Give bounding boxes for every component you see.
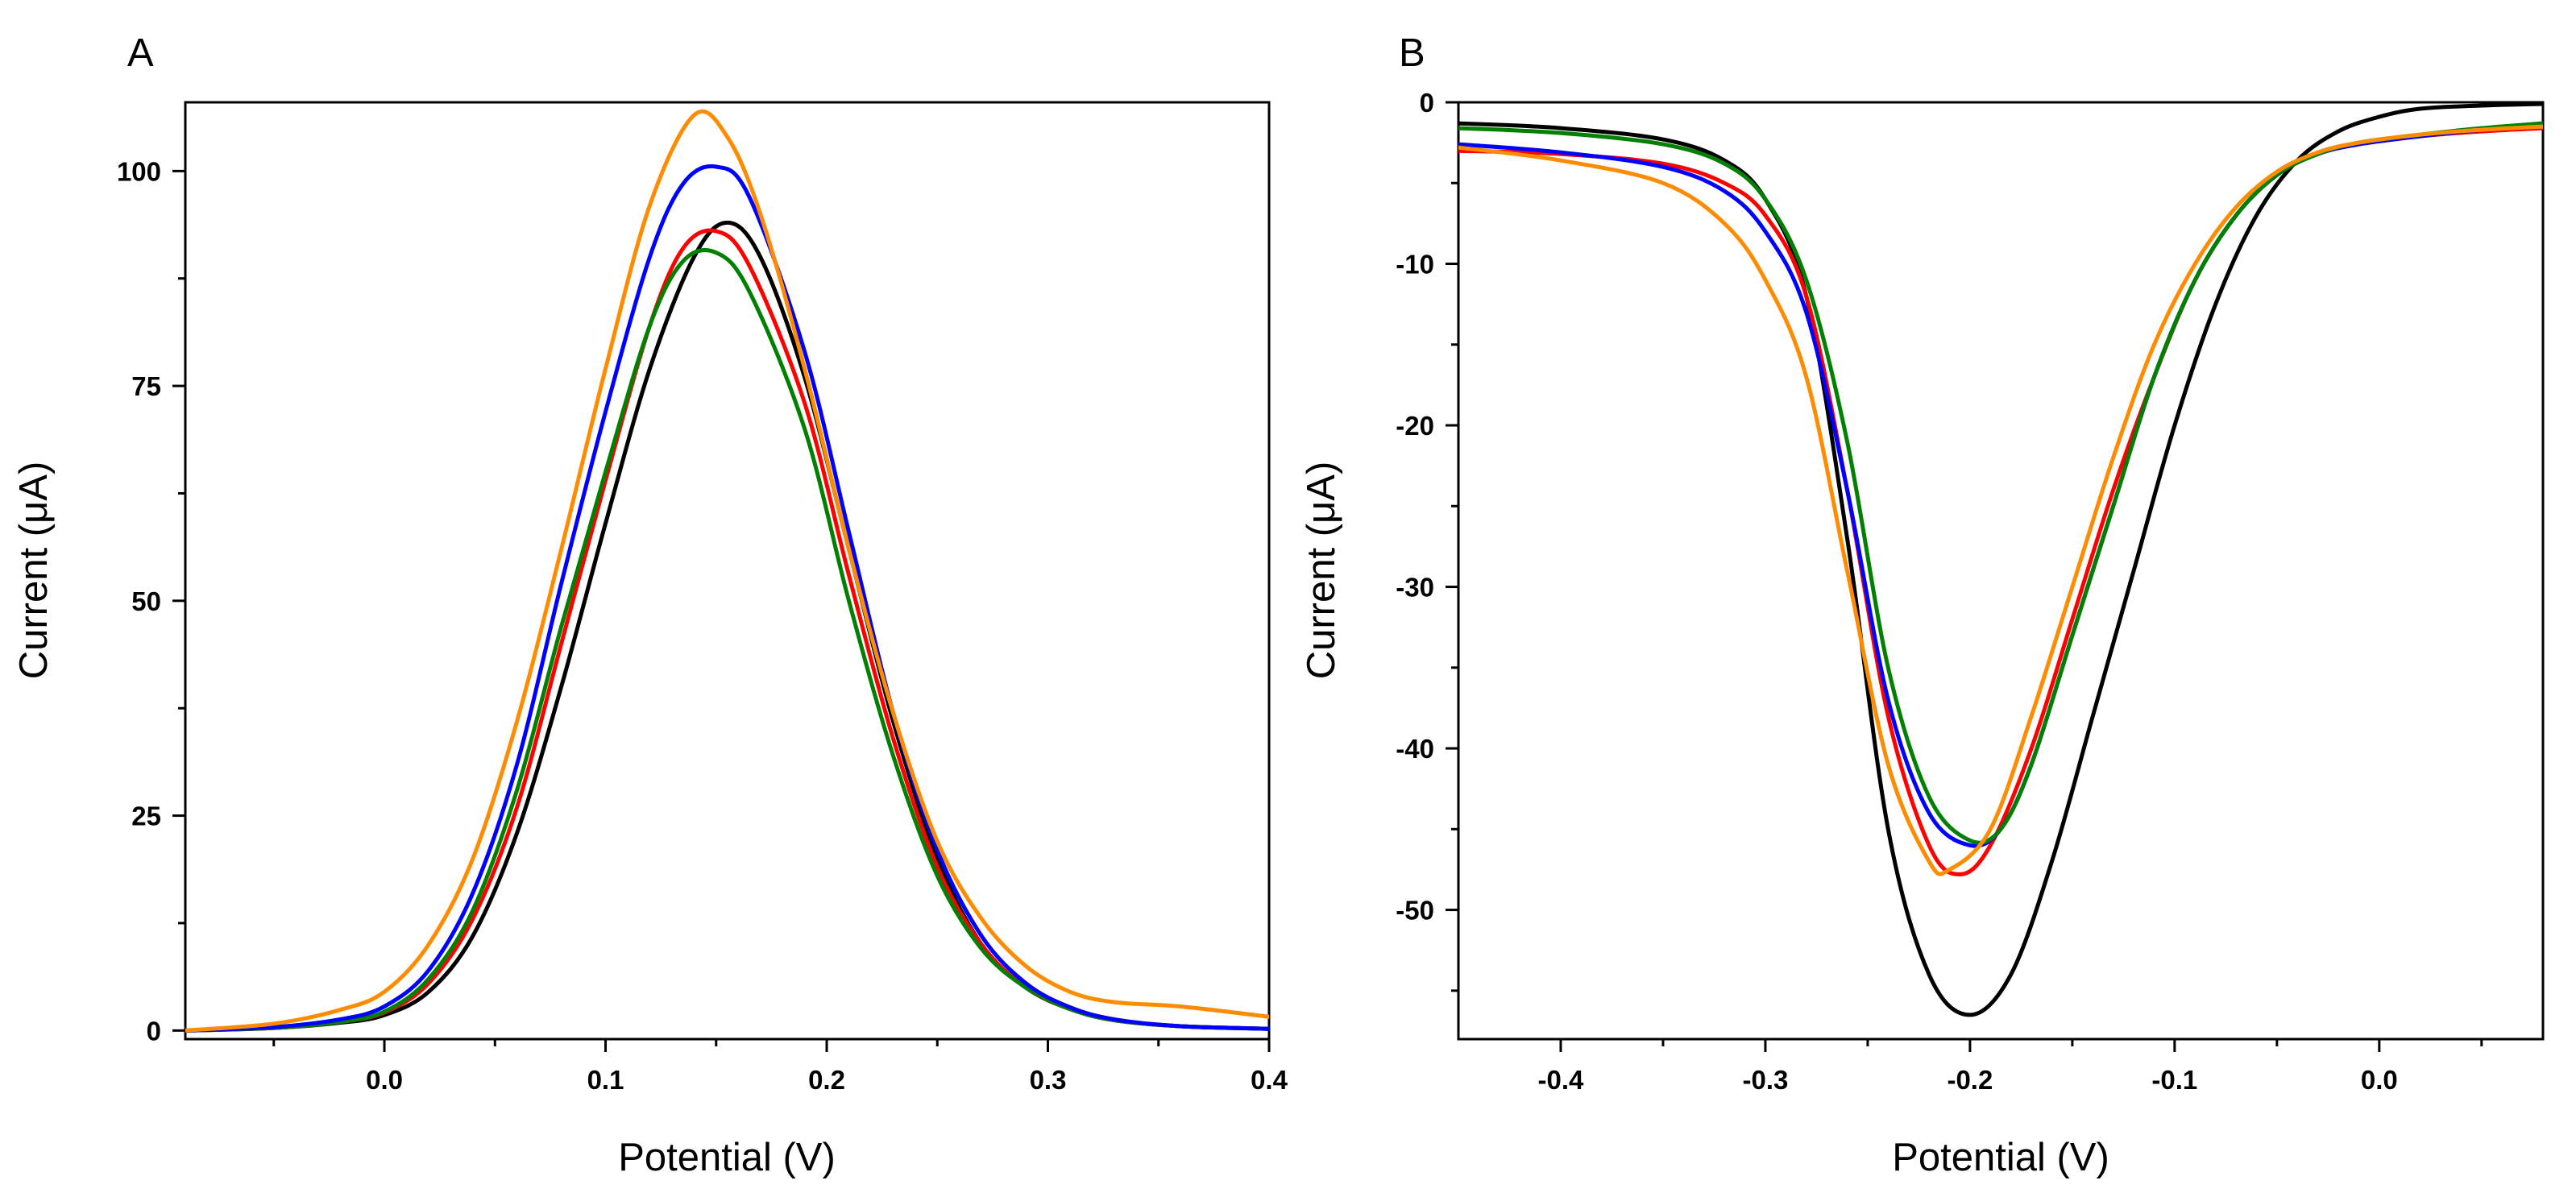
- panel-a-letter: A: [127, 31, 154, 75]
- panel-a-plot-frame: [184, 101, 1271, 1041]
- panel-b-x-tick-label: -0.2: [1947, 1065, 1993, 1095]
- panel-b-x-tick-label: -0.3: [1743, 1065, 1789, 1095]
- panel-b-y-axis-title: Current (μA): [1300, 462, 1343, 680]
- panel-b-y-tick-label: -10: [1396, 250, 1434, 280]
- panel-a-x-ticks: 0.0 0.1 0.2 0.3 0.4: [272, 1039, 1288, 1095]
- panel-a-y-tick-label: 25: [131, 801, 161, 831]
- panel-a-series-line-2: [185, 228, 1269, 1033]
- panel-b-y-tick-label: 0: [1420, 88, 1434, 118]
- panel-b-y-tick-label: -20: [1396, 411, 1434, 441]
- panel-b-x-tick-label: 0.0: [2361, 1065, 2398, 1095]
- panel-b-x-tick-label: -0.4: [1538, 1065, 1585, 1095]
- panel-b-series-line-4: [1458, 121, 2543, 845]
- panel-b-series-line-5: [1458, 124, 2543, 876]
- panel-b-y-ticks: 0 -10 -20 -30 -40 -50: [1396, 88, 1458, 992]
- panel-a-series-line-1: [185, 220, 1269, 1033]
- panel-b-letter: B: [1399, 31, 1425, 75]
- panel-a-y-axis-title: Current (μA): [12, 462, 56, 680]
- panel-b-y-tick-label: -40: [1396, 734, 1434, 764]
- panel-b-series-line-2: [1458, 126, 2543, 876]
- panel-a-y-tick-label: 50: [131, 586, 161, 616]
- panel-b-y-tick-label: -50: [1396, 896, 1434, 926]
- panel-a-y-tick-label: 100: [117, 156, 161, 186]
- panel-a-series-line-5: [185, 109, 1269, 1033]
- panel-a-x-axis-title: Potential (V): [618, 1136, 836, 1179]
- panel-a-x-tick-label: 0.2: [808, 1065, 845, 1095]
- panel-b-x-tick-label: -0.1: [2151, 1065, 2197, 1095]
- panel-a-y-tick-label: 0: [147, 1016, 161, 1046]
- panel-a-x-tick-label: 0.3: [1030, 1065, 1067, 1095]
- panel-b: B -0.4 -0.3 -0.2 -0.1 0.0 0 -10 -20 -30 -40 -50 P…: [1300, 31, 2545, 1179]
- panel-b-curves: [1458, 102, 2543, 1017]
- panel-a-x-tick-label: 0.4: [1251, 1065, 1288, 1095]
- panel-b-x-ticks: -0.4 -0.3 -0.2 -0.1 0.0: [1538, 1039, 2483, 1095]
- panel-a-curves: [185, 109, 1269, 1033]
- panel-b-x-axis-title: Potential (V): [1892, 1136, 2109, 1179]
- panel-a-x-tick-label: 0.1: [587, 1065, 624, 1095]
- panel-b-series-line-1: [1458, 102, 2543, 1017]
- panel-a-y-ticks: 0 25 50 75 100: [117, 156, 185, 1046]
- panel-b-y-tick-label: -30: [1396, 573, 1434, 603]
- panel-a-series-line-4: [185, 164, 1269, 1033]
- panel-a-series-line-3: [185, 247, 1269, 1033]
- panel-b-plot-frame: [1457, 101, 2545, 1041]
- panel-a-y-tick-label: 75: [131, 371, 161, 401]
- panel-a: A 0.0 0.1 0.2 0.3 0.4 0 25 50 75 100 Potential (…: [12, 31, 1288, 1179]
- panel-a-x-tick-label: 0.0: [366, 1065, 403, 1095]
- panel-b-series-line-3: [1458, 122, 2543, 848]
